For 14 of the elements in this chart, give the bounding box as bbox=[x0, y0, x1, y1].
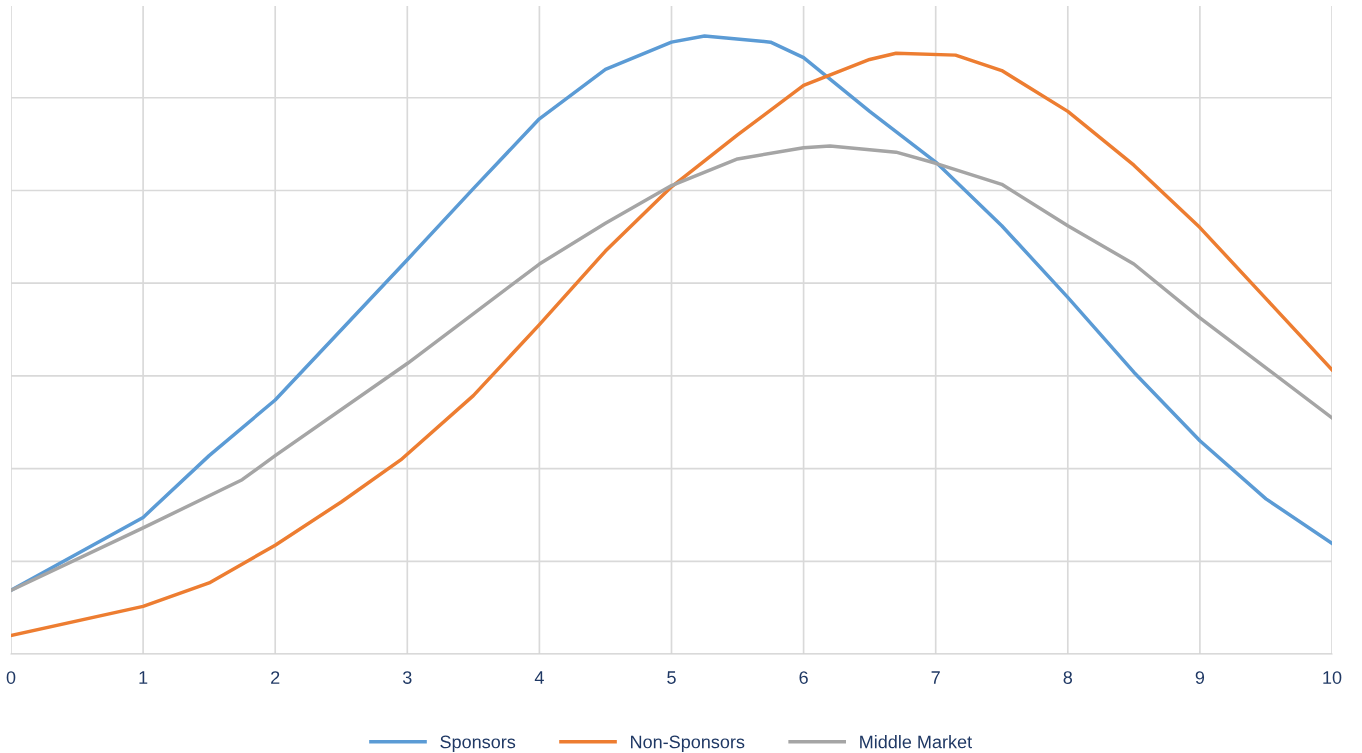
x-tick-label: 4 bbox=[534, 671, 544, 684]
x-tick-label: 9 bbox=[1195, 671, 1205, 684]
x-tick-label: 7 bbox=[931, 671, 940, 684]
x-tick-label: 8 bbox=[1063, 671, 1073, 684]
legend-label: Middle Market bbox=[860, 735, 972, 749]
legend-label: Non-Sponsors bbox=[631, 735, 745, 752]
x-tick-label: 3 bbox=[402, 671, 412, 684]
x-tick-label: 5 bbox=[667, 671, 676, 684]
x-tick-label: 6 bbox=[799, 671, 808, 684]
x-tick-label: 1 bbox=[139, 671, 148, 684]
x-tick-label: 2 bbox=[271, 671, 280, 684]
x-tick-label: 10 bbox=[1323, 671, 1342, 684]
legend-label: Sponsors bbox=[440, 735, 516, 752]
x-tick-label: 0 bbox=[6, 671, 16, 684]
